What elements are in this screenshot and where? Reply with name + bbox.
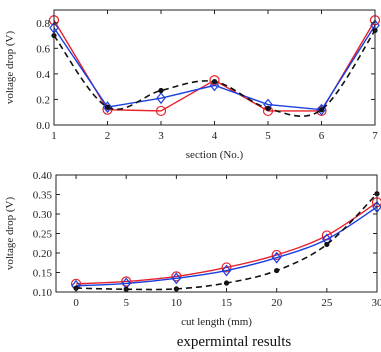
x-tick-label-2: 3 (158, 130, 164, 142)
x-tick-label-6: 7 (372, 130, 378, 142)
x-tick-label-2: 10 (171, 297, 183, 309)
series-2-point-5 (324, 241, 330, 248)
series-2-group (73, 191, 380, 292)
series-2-point-1 (104, 104, 111, 110)
x-axis-label: cut length (mm) (181, 316, 252, 328)
y-tick-label-0: 0.10 (33, 287, 53, 299)
series-1-point-3 (221, 264, 232, 277)
y-tick-label-6: 0.40 (33, 170, 53, 182)
x-tick-label-4: 20 (271, 297, 283, 309)
series-1-point-2 (171, 272, 182, 285)
y-tick-label-3: 0.6 (36, 43, 50, 55)
series-2-point-2 (158, 87, 164, 94)
series-1-point-3 (209, 79, 220, 92)
figure-caption: expermintal results (177, 334, 292, 350)
bottom-chart: 0 5 10 15 20 25 30 0.10 0.15 0.20 0.25 0.30 0.35 0.40… (4, 170, 381, 328)
series-2-point-5 (318, 107, 325, 113)
x-tick-label-5: 25 (321, 297, 333, 309)
y-axis-label: voltage drop (V) (4, 197, 16, 271)
x-tick-label-6: 30 (372, 297, 381, 309)
y-tick-label-1: 0.15 (33, 268, 53, 280)
y-tick-label-4: 0.30 (33, 209, 53, 221)
series-0-point-1 (121, 276, 132, 287)
top-chart: 1 2 3 4 5 6 7 0.0 0.2 0.4 0.6 0.8 section (No.) volta… (4, 9, 381, 161)
series-1-group (49, 19, 380, 116)
series-0-point-2 (155, 105, 167, 117)
plot-frame (53, 9, 376, 126)
series-0-point-3 (221, 262, 232, 273)
y-tick-label-4: 0.8 (36, 18, 50, 30)
y-tick-label-2: 0.4 (36, 69, 50, 81)
series-1-line (76, 206, 378, 287)
series-0-line (53, 19, 376, 112)
series-2-point-4 (265, 105, 271, 111)
series-2-group (51, 27, 378, 118)
x-tick-label-4: 5 (265, 130, 271, 142)
y-tick-label-5: 0.35 (33, 190, 53, 202)
series-2-point-3 (211, 78, 218, 85)
plot-frame (55, 174, 378, 293)
series-1-group (71, 201, 381, 292)
series-1-point-2 (156, 92, 166, 105)
series-0-point-2 (171, 271, 182, 282)
x-axis-label: section (No.) (186, 149, 244, 161)
series-1-line (53, 24, 376, 111)
x-tick-label-3: 4 (212, 130, 218, 142)
x-tick-label-1: 5 (123, 297, 129, 309)
series-0-point-4 (271, 249, 282, 261)
series-1-point-1 (102, 101, 113, 114)
x-tick-label-1: 2 (105, 130, 111, 142)
series-2-point-3 (223, 280, 230, 286)
y-axis-label: voltage drop (V) (4, 31, 16, 105)
y-tick-label-2: 0.20 (33, 248, 53, 260)
x-tick-label-5: 6 (319, 130, 325, 142)
series-0-line (76, 201, 378, 285)
series-1-point-4 (271, 251, 282, 264)
series-2-point-4 (274, 267, 280, 274)
x-tick-label-0: 0 (73, 297, 79, 309)
y-tick-label-0: 0.0 (36, 120, 50, 132)
x-tick-label-0: 1 (51, 130, 57, 142)
series-2-line (53, 29, 376, 118)
y-tick-label-3: 0.25 (33, 229, 53, 241)
y-tick-label-1: 0.2 (36, 94, 50, 106)
x-tick-label-3: 15 (221, 297, 233, 309)
